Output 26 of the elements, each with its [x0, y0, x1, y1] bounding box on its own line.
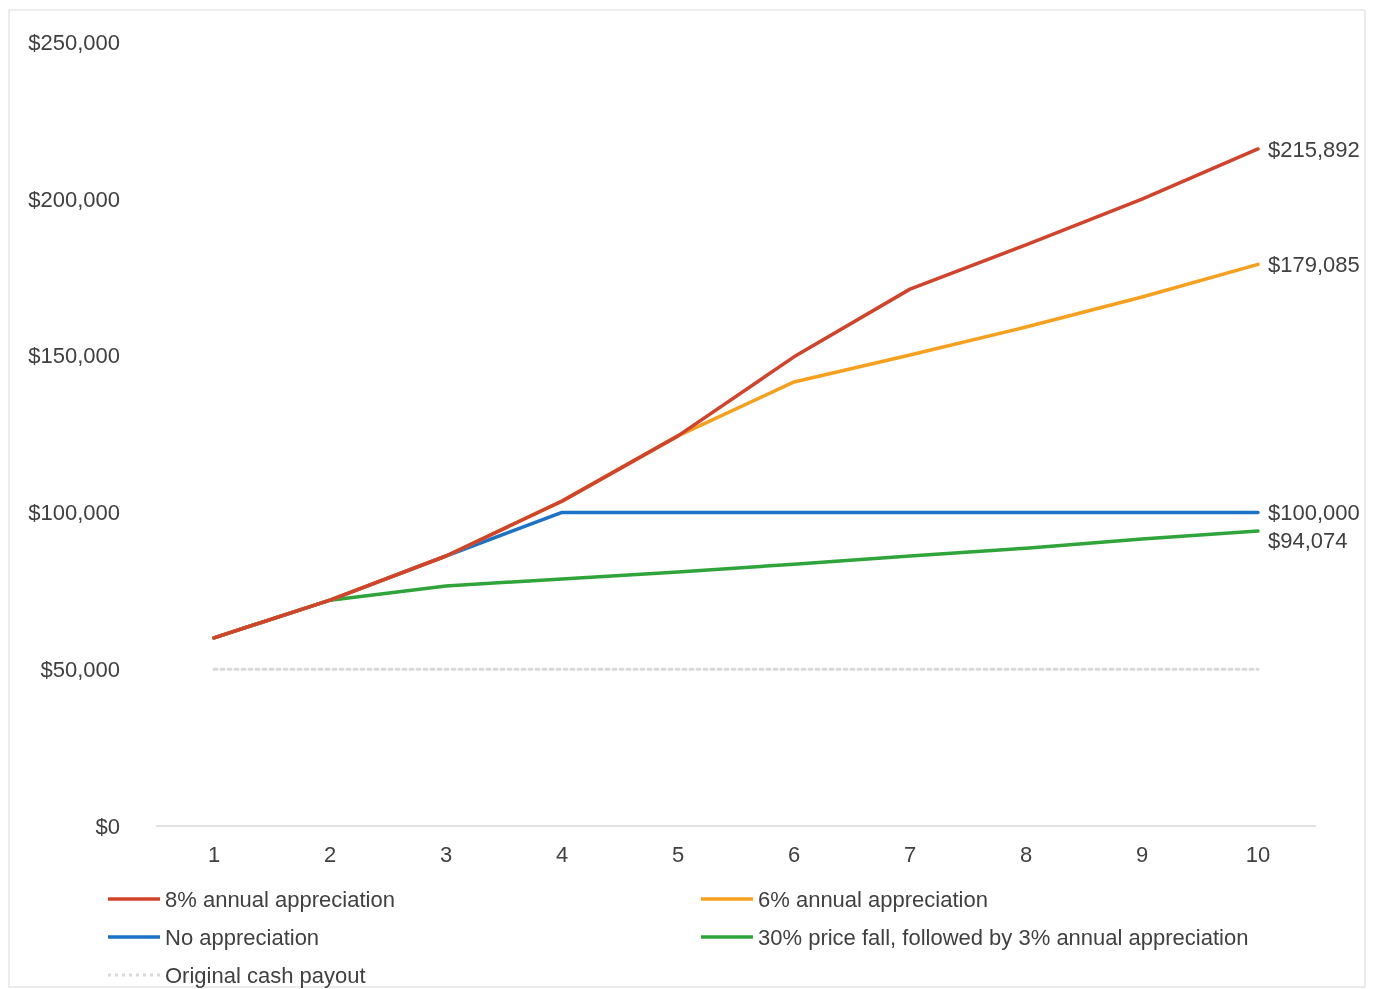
x-tick-label: 10 [1245, 842, 1271, 867]
data-label: $100,000 [1268, 500, 1360, 526]
legend-label: 30% price fall, followed by 3% annual appreciation [758, 924, 1249, 950]
legend-label: 6% annual appreciation [758, 886, 988, 912]
data-label: $179,085 [1268, 252, 1360, 278]
x-tick-label: 2 [323, 842, 337, 867]
legend-label: No appreciation [165, 924, 320, 950]
x-tick-label: 4 [555, 842, 569, 867]
y-tick-label: $250,000 [28, 29, 120, 55]
x-tick-label: 3 [439, 842, 453, 867]
x-tick-label: 6 [787, 842, 801, 867]
legend-label: 8% annual appreciation [165, 886, 395, 912]
x-tick-label: 9 [1135, 842, 1149, 867]
x-tick-label: 1 [207, 842, 221, 867]
legend-label: Original cash payout [165, 962, 366, 988]
x-tick-label: 5 [671, 842, 685, 867]
y-tick-label: $150,000 [28, 343, 120, 369]
data-label: $215,892 [1268, 136, 1360, 162]
y-tick-label: $50,000 [40, 656, 120, 682]
y-tick-label: $0 [95, 813, 120, 839]
y-tick-label: $100,000 [28, 500, 120, 526]
data-label: $94,074 [1268, 528, 1348, 554]
line-series [212, 147, 1260, 640]
y-tick-label: $200,000 [28, 186, 120, 212]
x-tick-label: 7 [903, 842, 917, 867]
x-tick-label: 8 [1019, 842, 1033, 867]
